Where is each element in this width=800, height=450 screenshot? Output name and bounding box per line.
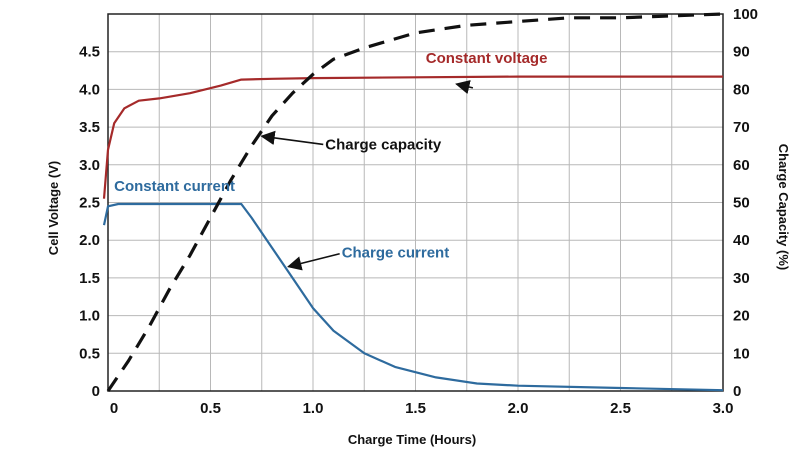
y-right-tick-label: 30 [733, 270, 750, 287]
y-right-axis-title: Charge Capacity (%) [776, 144, 791, 270]
y-right-tick-label: 50 [733, 195, 750, 212]
y-left-tick-label: 3.5 [79, 119, 100, 136]
x-tick-label: 2.0 [508, 400, 529, 417]
x-tick-label: 0.5 [200, 400, 221, 417]
y-left-tick-label: 0.5 [79, 345, 100, 362]
y-right-tick-label: 90 [733, 44, 750, 61]
y-right-axis-ticks: 0 10 20 30 40 50 60 70 80 90 100 [733, 6, 758, 400]
plot-frame [107, 13, 724, 392]
grid [108, 14, 723, 391]
x-axis-title: Charge Time (Hours) [348, 432, 476, 447]
x-tick-label: 1.5 [405, 400, 426, 417]
y-right-tick-label: 0 [733, 383, 741, 400]
y-right-tick-label: 60 [733, 157, 750, 174]
annotation-charge_capacity: Charge capacity [325, 137, 442, 154]
y-left-tick-label: 3.0 [79, 157, 100, 174]
series-line-voltage [102, 75, 723, 199]
y-left-tick-label: 0 [92, 383, 100, 400]
y-left-tick-label: 1.5 [79, 270, 100, 287]
series-line-capacity [106, 12, 724, 392]
annotation-arrow-charge_current [287, 252, 340, 271]
y-left-tick-label: 1.0 [79, 308, 100, 325]
series-layer [102, 12, 724, 392]
y-left-tick-label: 2.5 [79, 195, 100, 212]
x-tick-label: 2.5 [610, 400, 631, 417]
x-tick-label: 0 [110, 400, 118, 417]
annotation-constant_voltage: Constant voltage [426, 50, 548, 67]
y-left-axis-title: Cell Voltage (V) [46, 161, 61, 255]
y-right-tick-label: 40 [733, 232, 750, 249]
y-left-tick-label: 4.5 [79, 44, 100, 61]
annotation-layer: Constant voltage Charge capacity Constant … [114, 50, 548, 271]
y-right-tick-label: 100 [733, 6, 758, 23]
y-left-axis-ticks: 0 0.5 1.0 1.5 2.0 2.5 3.0 3.5 4.0 4.5 [79, 44, 100, 400]
x-axis-ticks: 0 0.5 1.0 1.5 2.0 2.5 3.0 [110, 400, 734, 417]
annotation-charge_current: Charge current [342, 245, 450, 262]
x-tick-label: 1.0 [303, 400, 324, 417]
y-left-tick-label: 2.0 [79, 232, 100, 249]
y-right-tick-label: 10 [733, 345, 750, 362]
series-line-current [102, 202, 724, 392]
annotation-constant_current: Constant current [114, 178, 235, 195]
x-tick-label: 3.0 [713, 400, 734, 417]
y-right-tick-label: 20 [733, 308, 750, 325]
annotation-arrow-constant_voltage [455, 80, 474, 95]
y-right-tick-label: 70 [733, 119, 750, 136]
y-left-tick-label: 4.0 [79, 81, 100, 98]
y-right-tick-label: 80 [733, 81, 750, 98]
annotation-arrow-charge_capacity [260, 130, 324, 146]
